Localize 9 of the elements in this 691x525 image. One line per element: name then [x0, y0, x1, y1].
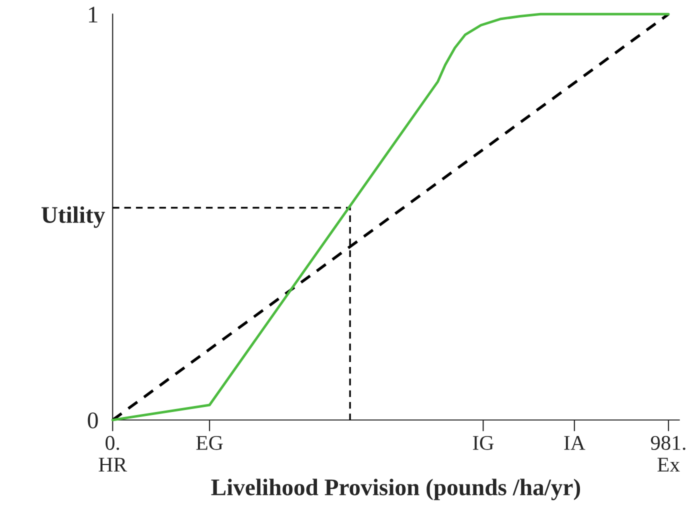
- x-tick-label: EG: [196, 436, 223, 450]
- y-tick-label: 1: [89, 6, 98, 22]
- y-axis-title: Utility: [42, 206, 105, 228]
- x-axis-title: Livelihood Provision (pounds /ha/yr): [211, 478, 580, 500]
- y-tick-label: 0: [88, 412, 98, 428]
- x-tick-label: 0. HR: [98, 436, 128, 472]
- x-tick-label: 981. Ex: [650, 436, 686, 472]
- x-tick-label: IG: [472, 436, 494, 450]
- x-tick-label: IA: [564, 436, 586, 450]
